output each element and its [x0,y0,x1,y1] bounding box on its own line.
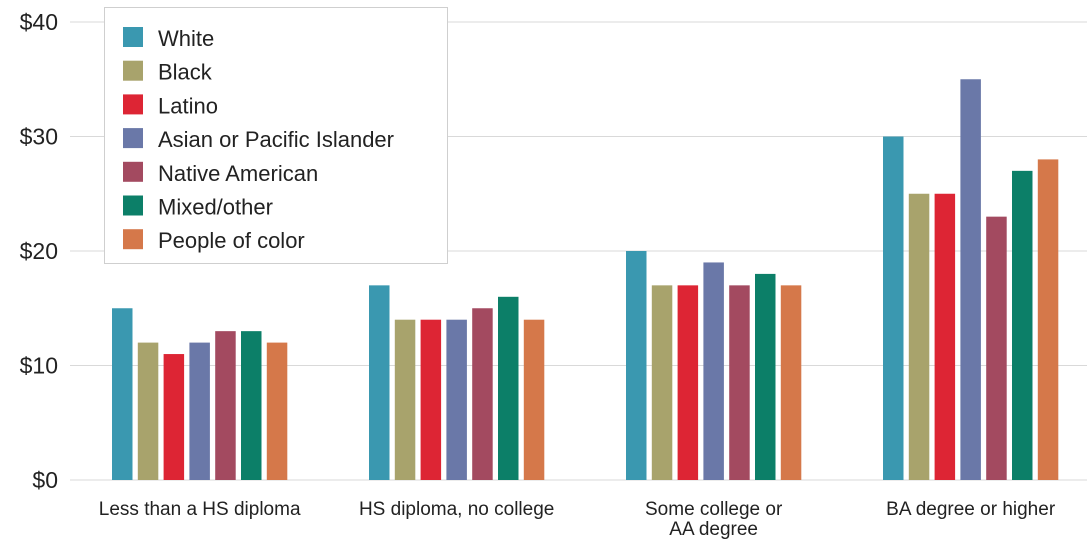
legend-label: Mixed/other [158,195,273,220]
bar [626,251,647,480]
legend-box [104,7,448,264]
bar [755,273,776,480]
bar [163,354,185,480]
legend-label: Native American [158,161,318,186]
bar [420,319,442,480]
legend-label: Latino [158,93,218,118]
legend: White Black Latino Asian or Pacific Islande… [104,7,448,264]
x-tick-label: Less than a HS diploma [99,499,301,520]
x-tick-label: HS diploma, no college [359,499,554,520]
legend-swatch [123,229,143,250]
bars [112,79,1059,480]
bar [241,331,262,480]
x-tick-label: BA degree or higher [886,499,1056,520]
legend-swatch [123,94,143,115]
legend-label: Asian or Pacific Islander [158,127,394,152]
legend-label: White [158,26,214,51]
bar [986,216,1007,480]
bar [883,136,904,480]
y-tick-label: $10 [20,353,58,379]
bar [266,342,288,480]
legend-swatch [123,27,143,47]
bar [1037,159,1059,480]
bar [523,319,545,480]
legend-swatch [123,161,143,182]
y-tick-label: $30 [20,124,58,150]
bar [498,296,519,480]
bar [729,285,750,480]
bar [369,285,390,480]
y-tick-label: $40 [20,9,58,35]
y-axis-ticks: $0 $10 $20 $30 $40 [20,9,58,493]
legend-label: Black [158,60,213,85]
bar [446,319,467,480]
bar [651,285,673,480]
legend-swatch [123,60,143,81]
bar [908,193,930,480]
y-tick-label: $0 [32,467,58,493]
bar [189,342,210,480]
bar [394,319,416,480]
legend-label: People of color [158,228,305,253]
legend-swatch [123,128,143,149]
bar [780,285,802,480]
x-tick-label: AA degree [669,519,758,540]
y-tick-label: $20 [20,238,58,264]
bar [677,285,699,480]
bar [960,79,981,480]
bar [1012,170,1033,480]
bar [215,331,236,480]
bar [934,193,956,480]
x-axis-ticks: Less than a HS diploma HS diploma, no col… [99,499,1056,540]
bar [703,262,724,480]
bar [112,308,133,480]
bar [137,342,159,480]
x-tick-label: Some college or [645,499,783,520]
bar [472,308,493,480]
legend-swatch [123,195,143,216]
